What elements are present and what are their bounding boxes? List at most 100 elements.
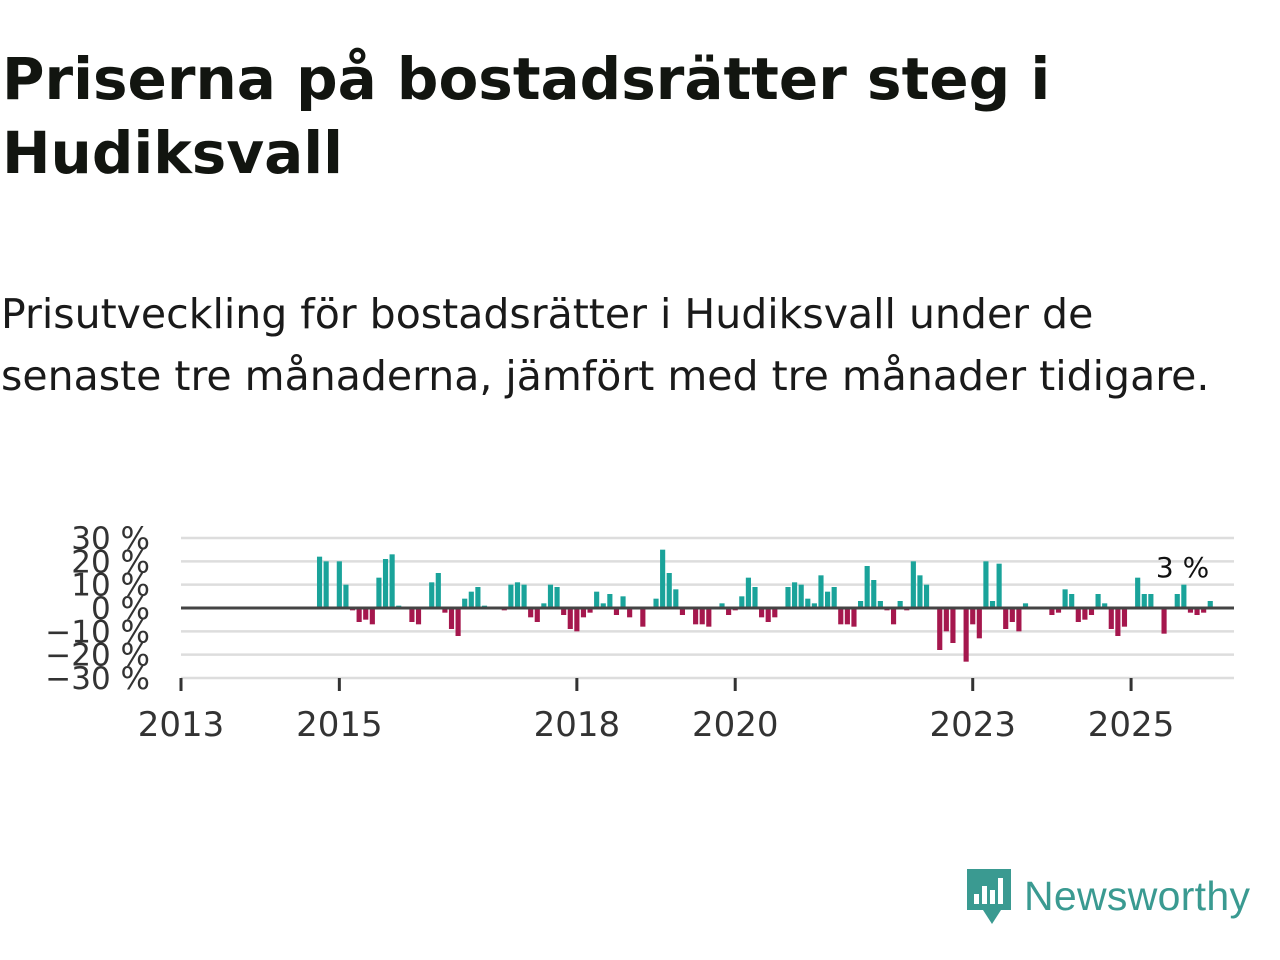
bar bbox=[1161, 608, 1167, 634]
y-tick-label: 10 % bbox=[71, 568, 150, 604]
bar bbox=[983, 561, 989, 608]
bar bbox=[666, 573, 672, 608]
bar bbox=[415, 608, 422, 625]
bar bbox=[343, 584, 349, 608]
x-tick-label: 2025 bbox=[1088, 705, 1175, 745]
bar bbox=[1102, 603, 1108, 608]
bar bbox=[1009, 608, 1015, 622]
bar bbox=[613, 608, 620, 615]
bar bbox=[673, 589, 679, 608]
bar bbox=[316, 556, 323, 608]
bar bbox=[468, 591, 474, 608]
bar bbox=[1069, 594, 1075, 608]
bar bbox=[1194, 608, 1200, 615]
bar bbox=[950, 608, 956, 643]
bar bbox=[1187, 608, 1194, 613]
bar bbox=[857, 601, 864, 608]
bar bbox=[1135, 577, 1141, 608]
bar bbox=[1055, 608, 1062, 613]
bar bbox=[567, 608, 573, 629]
bar bbox=[765, 608, 771, 622]
bar bbox=[587, 608, 593, 613]
bar bbox=[772, 608, 778, 618]
bar bbox=[937, 608, 943, 650]
bar-chart: −30 %−20 %−10 %0 %10 %20 %30 % 2013 2015 20… bbox=[45, 521, 1234, 745]
bar bbox=[1148, 594, 1154, 608]
bar bbox=[798, 584, 804, 608]
bar bbox=[620, 596, 626, 608]
bar bbox=[752, 587, 758, 608]
bar bbox=[963, 608, 969, 662]
bar bbox=[989, 601, 996, 608]
chart-title: Priserna på bostadsrätter steg i Hudiksv… bbox=[2, 45, 1051, 187]
bar bbox=[996, 563, 1002, 608]
bar bbox=[719, 603, 725, 608]
bar bbox=[448, 608, 455, 629]
bar bbox=[369, 608, 375, 625]
bar bbox=[785, 587, 791, 608]
bar bbox=[442, 608, 448, 613]
bar bbox=[825, 591, 831, 608]
bar bbox=[726, 608, 732, 615]
chart-subtitle: Prisutveckling för bostadsrätter i Hudik… bbox=[1, 290, 1210, 400]
bar bbox=[514, 582, 521, 608]
x-tick-label: 2013 bbox=[138, 705, 225, 745]
bar bbox=[594, 591, 600, 608]
bar bbox=[679, 608, 686, 615]
bar bbox=[382, 559, 389, 608]
bar bbox=[640, 608, 646, 627]
bar bbox=[1088, 608, 1095, 615]
bar bbox=[323, 561, 329, 608]
bar bbox=[1095, 594, 1101, 608]
bar bbox=[805, 598, 811, 608]
bar bbox=[831, 587, 837, 608]
x-tick-label: 2023 bbox=[929, 705, 1016, 745]
bar bbox=[534, 608, 540, 622]
bar bbox=[600, 603, 606, 608]
bar bbox=[864, 566, 870, 608]
bar bbox=[554, 587, 560, 608]
bar bbox=[759, 608, 765, 618]
bar bbox=[838, 608, 844, 625]
bar bbox=[574, 608, 580, 632]
bar bbox=[818, 575, 824, 608]
bar bbox=[1022, 603, 1029, 608]
bar bbox=[699, 608, 705, 625]
bar bbox=[970, 608, 976, 625]
bar bbox=[547, 584, 554, 608]
bar bbox=[851, 608, 857, 627]
bar bbox=[1082, 608, 1088, 620]
y-tick-label: −10 % bbox=[45, 614, 150, 650]
bar bbox=[1141, 594, 1147, 608]
bar bbox=[580, 608, 587, 618]
bar bbox=[976, 608, 982, 639]
bar bbox=[1016, 608, 1022, 632]
bar bbox=[871, 580, 877, 608]
bar bbox=[336, 561, 342, 608]
x-tick-label: 2020 bbox=[692, 705, 779, 745]
bar bbox=[363, 608, 369, 620]
bar bbox=[455, 608, 461, 636]
bar bbox=[508, 584, 514, 608]
newsworthy-logo: Newsworthy bbox=[964, 866, 1250, 926]
bar bbox=[1062, 589, 1068, 608]
bar bbox=[409, 608, 415, 622]
bar bbox=[1181, 584, 1187, 608]
bar bbox=[376, 577, 382, 608]
bar bbox=[792, 582, 798, 608]
bar bbox=[923, 584, 930, 608]
bar bbox=[1201, 608, 1207, 613]
y-tick-label: −20 % bbox=[45, 638, 150, 674]
bar bbox=[1174, 594, 1180, 608]
bar bbox=[435, 573, 441, 608]
bar bbox=[653, 598, 659, 608]
bar bbox=[528, 608, 534, 618]
bar bbox=[541, 603, 547, 608]
newsworthy-logo-text: Newsworthy bbox=[1024, 872, 1251, 919]
y-tick-label: −30 % bbox=[45, 661, 150, 697]
axes bbox=[179, 606, 1234, 691]
bar bbox=[1121, 608, 1128, 627]
bar bbox=[1003, 608, 1009, 629]
bar bbox=[811, 603, 817, 608]
bar bbox=[897, 601, 903, 608]
